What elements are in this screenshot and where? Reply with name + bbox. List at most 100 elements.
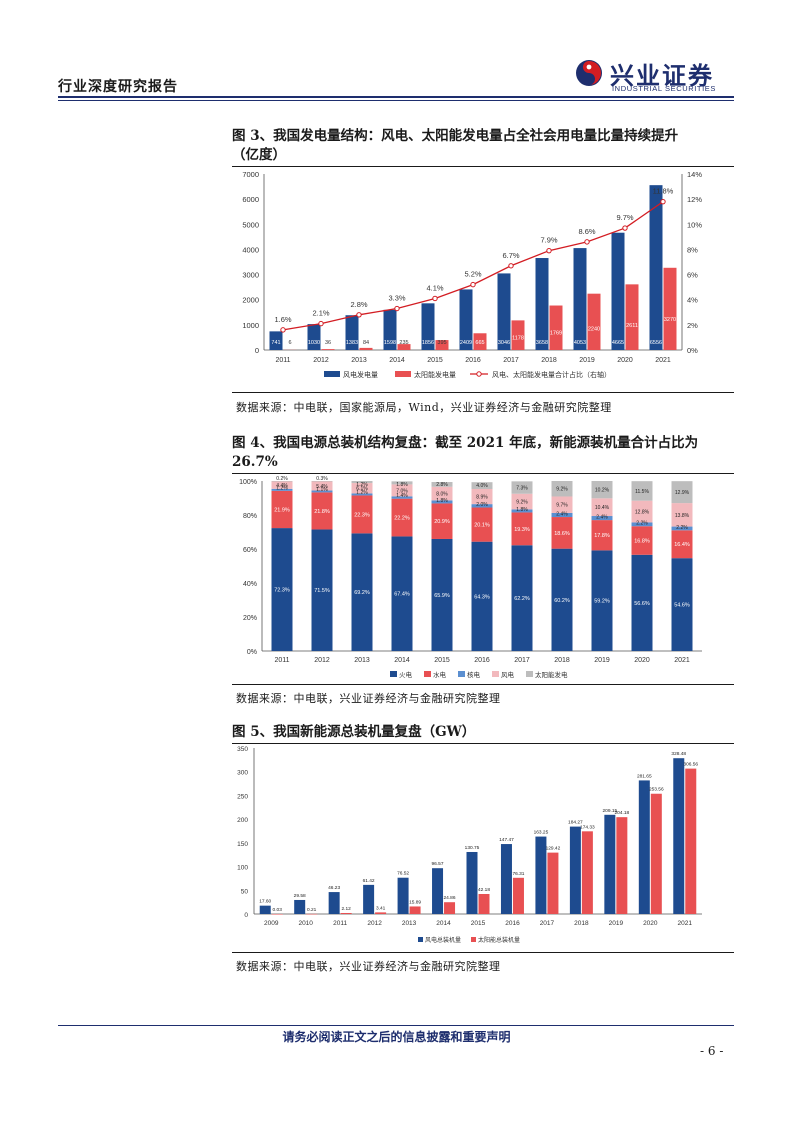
ratio-point	[546, 247, 552, 254]
legend-solar-swatch	[526, 671, 533, 677]
wind-capacity-bar	[328, 892, 340, 914]
wind-capacity-bar	[259, 905, 271, 914]
figure-4-source: 数据来源：中电联，兴业证券经济与金融研究院整理	[236, 692, 501, 705]
figure-3-title: 图 3、我国发电量结构：风电、太阳能发电量占全社会用电量比量持续提升 （亿度）	[232, 127, 678, 165]
wind-generation-bar	[649, 185, 663, 350]
ratio-point	[280, 327, 286, 333]
x-tick-label: 2016	[505, 920, 520, 927]
figure-4-chart: 0%20%40%60%80%100%72.3%21.9%1.2%4.4%0.2%…	[239, 476, 702, 679]
wind-generation-value: 6556	[650, 340, 662, 346]
y-tick-label: 0%	[247, 649, 257, 656]
solar-generation-value: 36	[325, 340, 331, 346]
x-tick-label: 2015	[434, 657, 450, 664]
wind-share-bar	[671, 503, 693, 527]
solar-capacity-value: 42.18	[478, 887, 490, 893]
logo-chinese-name: 兴业证券	[610, 61, 714, 90]
x-tick-label: 2013	[402, 920, 417, 927]
x-tick-label: 2018	[541, 357, 557, 364]
figure-3-source: 数据来源：中电联，国家能源局，Wind，兴业证券经济与金融研究院整理	[236, 401, 612, 414]
logo-mark-icon	[576, 60, 602, 86]
wind-generation-bar	[269, 331, 283, 350]
nuclear-share-label: 2.4%	[556, 512, 568, 518]
y-tick-label: 350	[237, 746, 248, 753]
nuclear-share-bar	[271, 488, 293, 491]
wind-generation-bar	[307, 324, 321, 350]
hydro-share-label: 21.8%	[314, 509, 330, 515]
thermal-share-bar	[591, 550, 613, 651]
wind-generation-bar	[497, 273, 511, 350]
solar-capacity-value: 24.86	[444, 895, 456, 901]
solar-generation-bar	[435, 340, 449, 350]
solar-share-bar	[511, 481, 533, 494]
nuclear-share-label: 2.2%	[676, 525, 688, 531]
nuclear-share-bar	[311, 490, 333, 493]
ratio-label: 11.8%	[653, 187, 674, 196]
x-tick-label: 2010	[298, 920, 313, 927]
y-tick-label: 0	[255, 346, 259, 355]
solar-capacity-bar	[547, 852, 559, 914]
legend-solar-label: 太阳能发电量	[414, 370, 456, 379]
x-tick-label: 2012	[314, 657, 330, 664]
solar-generation-value: 2240	[588, 326, 600, 332]
wind-share-label: 8.0%	[436, 492, 448, 498]
y-tick-label: 200	[237, 817, 248, 824]
solar-share-label: 10.2%	[595, 488, 610, 494]
hydro-share-bar	[511, 512, 533, 546]
wind-share-bar	[631, 500, 653, 523]
hydro-share-label: 21.9%	[274, 507, 290, 513]
legend-ratio-label: 风电、太阳能发电量合计占比（右轴）	[492, 370, 611, 379]
wind-generation-bar	[383, 309, 397, 350]
thermal-share-label: 64.3%	[474, 594, 490, 600]
legend-wind-swatch	[324, 371, 340, 377]
solar-capacity-bar	[685, 768, 697, 914]
solar-capacity-value: 76.31	[512, 871, 524, 877]
footer-disclaimer: 请务必阅读正文之后的信息披露和重要声明	[282, 1030, 511, 1044]
solar-capacity-bar	[478, 893, 490, 914]
nuclear-share-label: 1.4%	[396, 493, 408, 499]
wind-generation-value: 1598	[384, 340, 396, 346]
solar-share-bar	[551, 481, 573, 497]
wind-generation-bar	[535, 258, 549, 350]
y-tick-label: 0	[244, 912, 248, 919]
x-tick-label: 2017	[514, 657, 530, 664]
thermal-share-label: 72.3%	[274, 588, 290, 594]
y-tick-label: 20%	[243, 615, 257, 622]
x-tick-label: 2019	[609, 920, 624, 927]
ratio-point	[660, 198, 666, 205]
solar-share-bar	[471, 482, 493, 489]
legend-wind-label: 风电发电量	[343, 370, 378, 379]
wind-share-bar	[471, 488, 493, 505]
solar-capacity-value: 306.56	[683, 762, 698, 768]
legend-solar-swatch	[471, 937, 476, 942]
x-tick-label: 2018	[554, 657, 570, 664]
x-tick-label: 2016	[465, 357, 481, 364]
solar-share-bar	[591, 481, 613, 499]
solar-capacity-value: 0.03	[273, 907, 283, 913]
ratio-line	[282, 201, 664, 331]
hydro-share-bar	[431, 503, 453, 539]
nuclear-share-bar	[351, 493, 373, 496]
ratio-label: 8.6%	[578, 227, 595, 236]
thermal-share-label: 59.2%	[594, 599, 610, 605]
wind-generation-bar	[421, 303, 435, 350]
wind-generation-value: 741	[271, 340, 280, 346]
thermal-share-bar	[431, 538, 453, 651]
footer-rule	[58, 1025, 734, 1026]
y-tick-label: 40%	[243, 581, 257, 588]
figure-4-title-line1: 图 4、我国电源总装机结构复盘：截至 2021 年底，新能源装机量合计占比为	[232, 435, 699, 451]
solar-capacity-bar	[306, 913, 318, 915]
figure-3-bottom-rule	[232, 392, 734, 393]
hydro-share-label: 16.4%	[674, 542, 690, 548]
ratio-label: 7.9%	[540, 236, 557, 245]
x-tick-label: 2012	[367, 920, 382, 927]
nuclear-share-bar	[431, 500, 453, 504]
solar-share-bar	[671, 481, 693, 504]
x-tick-label: 2019	[579, 357, 595, 364]
y2-tick-label: 12%	[687, 195, 702, 204]
hydro-share-label: 20.9%	[434, 519, 450, 525]
hydro-share-label: 20.1%	[474, 523, 490, 529]
wind-share-bar	[351, 483, 373, 494]
solar-share-label: 0.3%	[316, 476, 328, 482]
y-tick-label: 5000	[242, 220, 259, 229]
legend-wind-label: 风电总装机量	[425, 936, 461, 944]
